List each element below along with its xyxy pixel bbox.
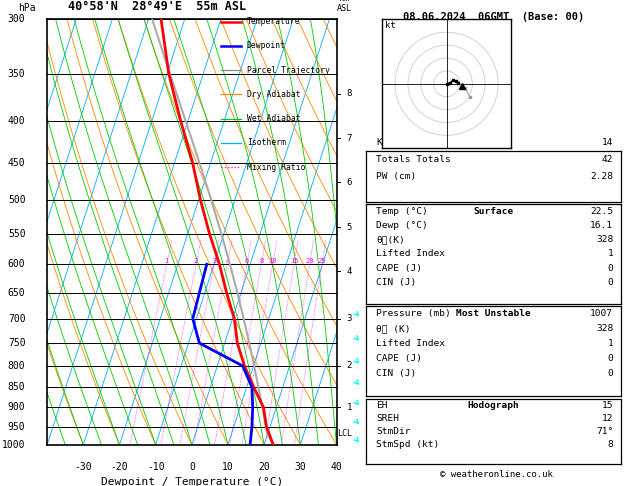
Text: -20: -20 xyxy=(111,462,128,472)
Text: 6: 6 xyxy=(245,258,249,264)
Text: θᴇ(K): θᴇ(K) xyxy=(376,235,405,244)
Text: Most Unstable: Most Unstable xyxy=(456,309,531,318)
Text: 1: 1 xyxy=(608,339,613,348)
Text: 0: 0 xyxy=(608,278,613,287)
Text: Pressure (mb): Pressure (mb) xyxy=(376,309,451,318)
Text: 1007: 1007 xyxy=(590,309,613,318)
Text: 40: 40 xyxy=(331,462,342,472)
Text: Temp (°C): Temp (°C) xyxy=(376,207,428,216)
Text: Mixing Ratio: Mixing Ratio xyxy=(247,162,305,172)
Text: StmDir: StmDir xyxy=(376,427,411,436)
Text: 08.06.2024  06GMT  (Base: 00): 08.06.2024 06GMT (Base: 00) xyxy=(403,12,584,22)
Text: 350: 350 xyxy=(8,69,25,79)
Text: 0: 0 xyxy=(608,369,613,378)
Text: 6: 6 xyxy=(347,178,352,187)
Text: Dewpoint: Dewpoint xyxy=(247,41,286,51)
Text: 0: 0 xyxy=(189,462,195,472)
Text: Lifted Index: Lifted Index xyxy=(376,249,445,259)
Text: 1: 1 xyxy=(165,258,169,264)
Text: Surface: Surface xyxy=(474,207,513,216)
Text: -30: -30 xyxy=(74,462,92,472)
Text: 4: 4 xyxy=(347,267,352,276)
Text: 8: 8 xyxy=(259,258,264,264)
Text: 25: 25 xyxy=(318,258,326,264)
Text: 800: 800 xyxy=(8,361,25,371)
Text: PW (cm): PW (cm) xyxy=(376,172,416,181)
Text: 15: 15 xyxy=(602,400,613,410)
Text: Parcel Trajectory: Parcel Trajectory xyxy=(247,66,330,74)
Text: Lifted Index: Lifted Index xyxy=(376,339,445,348)
Text: km
ASL: km ASL xyxy=(337,0,352,13)
Text: 2: 2 xyxy=(347,362,352,370)
Text: 20: 20 xyxy=(306,258,314,264)
Text: 8: 8 xyxy=(608,440,613,449)
Text: 42: 42 xyxy=(602,155,613,164)
Text: 20: 20 xyxy=(259,462,270,472)
Text: SREH: SREH xyxy=(376,414,399,423)
Text: Dewpoint / Temperature (°C): Dewpoint / Temperature (°C) xyxy=(101,477,283,486)
Text: 900: 900 xyxy=(8,402,25,413)
Text: 600: 600 xyxy=(8,259,25,269)
Text: 1: 1 xyxy=(347,403,352,412)
Text: EH: EH xyxy=(376,400,387,410)
Text: LCL: LCL xyxy=(337,429,352,438)
Text: CAPE (J): CAPE (J) xyxy=(376,264,422,273)
Text: Dry Adiabat: Dry Adiabat xyxy=(247,90,301,99)
Text: 4: 4 xyxy=(225,258,230,264)
Text: Temperature: Temperature xyxy=(247,17,301,26)
Text: © weatheronline.co.uk: © weatheronline.co.uk xyxy=(440,469,554,479)
Text: 12: 12 xyxy=(602,414,613,423)
Text: 328: 328 xyxy=(596,235,613,244)
Text: 400: 400 xyxy=(8,116,25,126)
Text: -10: -10 xyxy=(147,462,165,472)
Text: 450: 450 xyxy=(8,157,25,168)
Text: 16.1: 16.1 xyxy=(590,221,613,230)
Text: 300: 300 xyxy=(8,15,25,24)
Text: 2.28: 2.28 xyxy=(590,172,613,181)
Text: 8: 8 xyxy=(347,89,352,98)
Text: 71°: 71° xyxy=(596,427,613,436)
Text: Totals Totals: Totals Totals xyxy=(376,155,451,164)
Text: 40°58'N  28°49'E  55m ASL: 40°58'N 28°49'E 55m ASL xyxy=(68,0,246,13)
Text: 500: 500 xyxy=(8,195,25,205)
Text: 0: 0 xyxy=(608,264,613,273)
Text: 30: 30 xyxy=(294,462,306,472)
Text: CIN (J): CIN (J) xyxy=(376,369,416,378)
Text: kt: kt xyxy=(385,21,396,31)
Text: 1000: 1000 xyxy=(2,440,25,450)
Text: 22.5: 22.5 xyxy=(590,207,613,216)
Text: 7: 7 xyxy=(347,134,352,143)
Text: 0: 0 xyxy=(608,354,613,363)
Text: 10: 10 xyxy=(222,462,234,472)
Text: 1: 1 xyxy=(608,249,613,259)
Text: CIN (J): CIN (J) xyxy=(376,278,416,287)
Text: 3: 3 xyxy=(212,258,216,264)
Text: 650: 650 xyxy=(8,288,25,297)
Text: 3: 3 xyxy=(347,314,352,323)
Text: StmSpd (kt): StmSpd (kt) xyxy=(376,440,440,449)
Text: 15: 15 xyxy=(290,258,298,264)
Text: Wet Adiabat: Wet Adiabat xyxy=(247,114,301,123)
Text: 700: 700 xyxy=(8,313,25,324)
Text: 328: 328 xyxy=(596,324,613,333)
Text: Hodograph: Hodograph xyxy=(467,400,520,410)
Text: Dewp (°C): Dewp (°C) xyxy=(376,221,428,230)
Text: 950: 950 xyxy=(8,421,25,432)
Text: 5: 5 xyxy=(347,223,352,231)
Text: K: K xyxy=(376,138,382,147)
Text: 10: 10 xyxy=(269,258,277,264)
Text: Isotherm: Isotherm xyxy=(247,138,286,147)
Text: 550: 550 xyxy=(8,228,25,239)
Text: 2: 2 xyxy=(194,258,198,264)
Text: 750: 750 xyxy=(8,338,25,348)
Text: θᴇ (K): θᴇ (K) xyxy=(376,324,411,333)
Text: 850: 850 xyxy=(8,382,25,392)
Text: hPa: hPa xyxy=(18,3,36,13)
Text: CAPE (J): CAPE (J) xyxy=(376,354,422,363)
Text: 14: 14 xyxy=(602,138,613,147)
